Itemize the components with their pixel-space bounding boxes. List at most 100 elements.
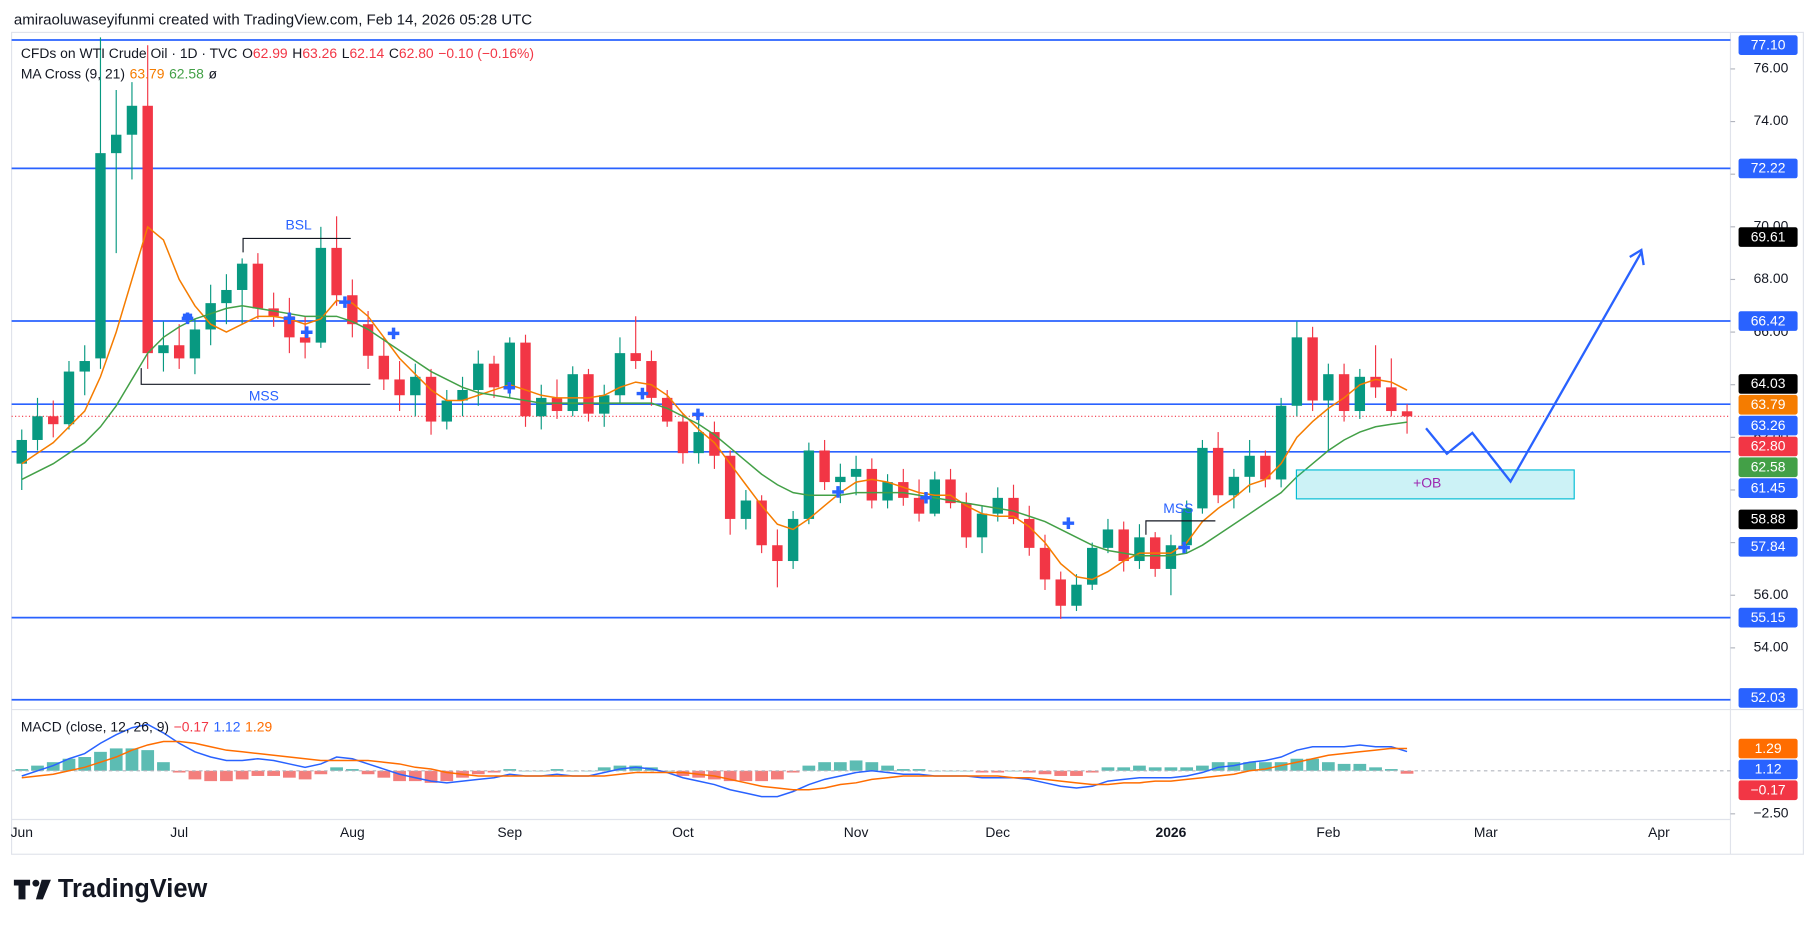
- ohlc: C 62.80: [389, 45, 434, 61]
- candle-body: [866, 468, 878, 501]
- price-tag: [1738, 436, 1798, 457]
- price-tag: [1738, 35, 1798, 55]
- annotation: +OB: [1413, 475, 1441, 491]
- candle-body: [740, 500, 752, 519]
- histogram-bar: [1117, 767, 1131, 771]
- candle-body: [1307, 337, 1318, 401]
- price-tag-label: 58.88: [1751, 511, 1786, 527]
- candle-body: [1370, 376, 1381, 388]
- mss-bracket: [140, 368, 371, 385]
- x-tick-label: Sep: [497, 824, 522, 840]
- value: 63.26: [302, 45, 338, 62]
- price-tag: [1738, 394, 1798, 415]
- histogram-bar: [755, 770, 769, 782]
- cross-marker: [920, 491, 932, 504]
- macd-legend: MACD (close, 12, 26, 9) −0.17 1.12 1.29: [21, 719, 272, 735]
- price-tag-label: 72.22: [1751, 160, 1786, 176]
- ohlc: L 62.14: [342, 45, 385, 61]
- histogram-bar: [172, 770, 186, 773]
- histogram-bar: [1353, 763, 1367, 771]
- candle-body: [252, 263, 264, 309]
- histogram-bar: [141, 750, 155, 771]
- candle-body: [221, 289, 232, 304]
- price-tag: [1738, 688, 1798, 708]
- candle-body: [1386, 387, 1397, 412]
- price-tag: [1738, 759, 1798, 780]
- y-tick-label: 74.00: [1754, 112, 1789, 128]
- cross-marker: [387, 327, 400, 340]
- histogram-bar: [723, 770, 737, 782]
- price-tag-label: −0.17: [1751, 782, 1786, 798]
- histogram-bar: [408, 770, 422, 782]
- histogram-bar: [235, 770, 249, 780]
- candle-body: [992, 497, 1003, 514]
- histogram-bar: [267, 770, 280, 776]
- candle-body: [945, 479, 956, 504]
- candle-body: [268, 308, 279, 317]
- candle-body: [787, 518, 799, 562]
- histogram-bar: [31, 765, 44, 771]
- histogram-bar: [1085, 770, 1099, 773]
- candle-body: [1401, 411, 1413, 417]
- candle-body: [1008, 497, 1019, 519]
- indicator-value: 1.12: [213, 718, 241, 736]
- indicator-value: 62.58: [169, 65, 204, 83]
- candle-body: [630, 353, 641, 362]
- value: 62.14: [349, 45, 385, 62]
- price-tag: [1738, 536, 1798, 557]
- histogram-bar: [881, 765, 894, 771]
- histogram-bar: [94, 751, 107, 771]
- histogram-bar: [629, 765, 643, 771]
- price-tag-label: 63.79: [1751, 396, 1786, 412]
- candle-body: [284, 316, 295, 338]
- y-tick-label: 56.00: [1754, 586, 1789, 602]
- histogram-bar: [503, 769, 517, 771]
- x-tick-label: Mar: [1474, 824, 1498, 840]
- candle-body: [1323, 374, 1334, 401]
- y-tick-label: 68.00: [1754, 270, 1789, 286]
- histogram-bar: [676, 770, 690, 776]
- candle-body: [1354, 376, 1366, 412]
- candle-body: [1039, 547, 1051, 580]
- histogram-bar: [46, 762, 60, 771]
- annotation: BSL: [286, 216, 313, 232]
- candle-body: [425, 376, 437, 422]
- arrow-head: [1629, 248, 1645, 266]
- price-tag-label: 61.45: [1751, 479, 1786, 495]
- plot-area: [11, 37, 1731, 798]
- x-tick-label: Jun: [11, 824, 33, 840]
- candle-body: [111, 134, 122, 154]
- x-tick-label: Oct: [672, 824, 694, 840]
- cross-marker: [339, 296, 351, 308]
- candle-body: [1055, 579, 1066, 606]
- candle-body: [410, 376, 421, 396]
- candle-body: [724, 455, 736, 519]
- histogram-bar: [361, 770, 375, 775]
- symbol-legend: CFDs on WTI Crude Oil · 1D · TVC O 62.99 …: [21, 45, 534, 61]
- candle-body: [189, 329, 201, 359]
- candle-body: [1212, 447, 1224, 496]
- candle-body: [32, 416, 43, 440]
- cross-marker: [283, 312, 296, 325]
- histogram-bar: [1133, 765, 1146, 771]
- histogram-bar: [15, 769, 29, 771]
- histogram-bar: [1054, 770, 1068, 776]
- candle-body: [803, 450, 815, 519]
- histogram-bar: [377, 770, 391, 778]
- indicator-value: −0.17: [173, 718, 209, 736]
- histogram-bar: [613, 765, 627, 771]
- ohlc: H 63.26: [292, 45, 337, 61]
- logo-mark: [35, 879, 51, 900]
- candle-body: [756, 500, 767, 546]
- histogram-bar: [471, 770, 485, 775]
- key: O: [242, 45, 253, 62]
- candle-body: [536, 397, 547, 417]
- cross-marker: [181, 312, 194, 325]
- price-tag: [1738, 509, 1798, 530]
- histogram-bar: [1384, 769, 1398, 771]
- mss-bracket: [1145, 520, 1216, 535]
- histogram-bar: [1070, 770, 1083, 776]
- histogram-bar: [566, 770, 580, 772]
- price-tag: [1738, 227, 1798, 247]
- histogram-bar: [345, 769, 359, 771]
